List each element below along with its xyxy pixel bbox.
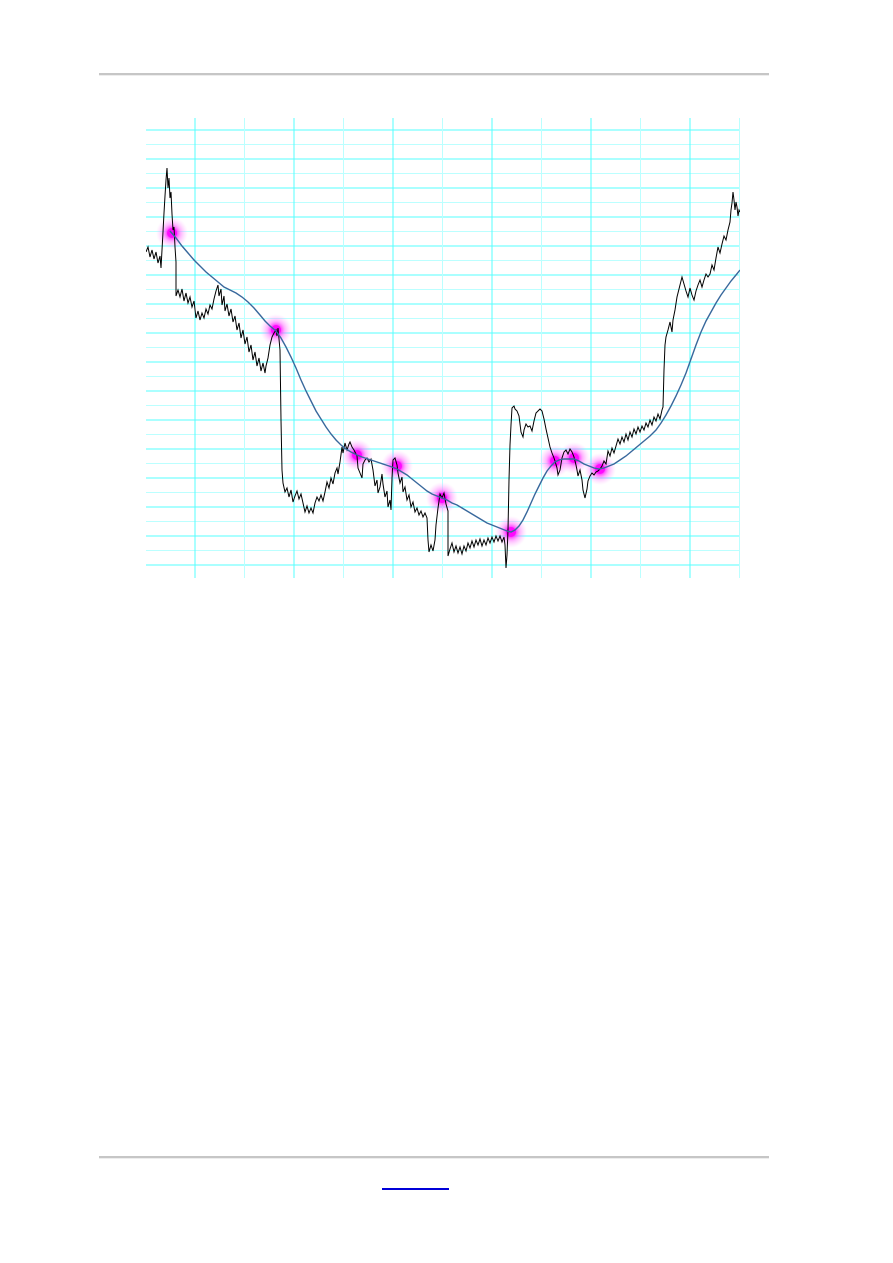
top-rule [99,73,769,76]
grid-lines [146,118,740,578]
marker-cores [167,228,605,537]
chart-canvas [146,118,740,578]
marker-glows [156,217,616,548]
bottom-rule [99,1156,769,1159]
footer-link[interactable] [382,1179,449,1190]
price-chart [146,118,740,578]
series-lines [146,167,740,569]
